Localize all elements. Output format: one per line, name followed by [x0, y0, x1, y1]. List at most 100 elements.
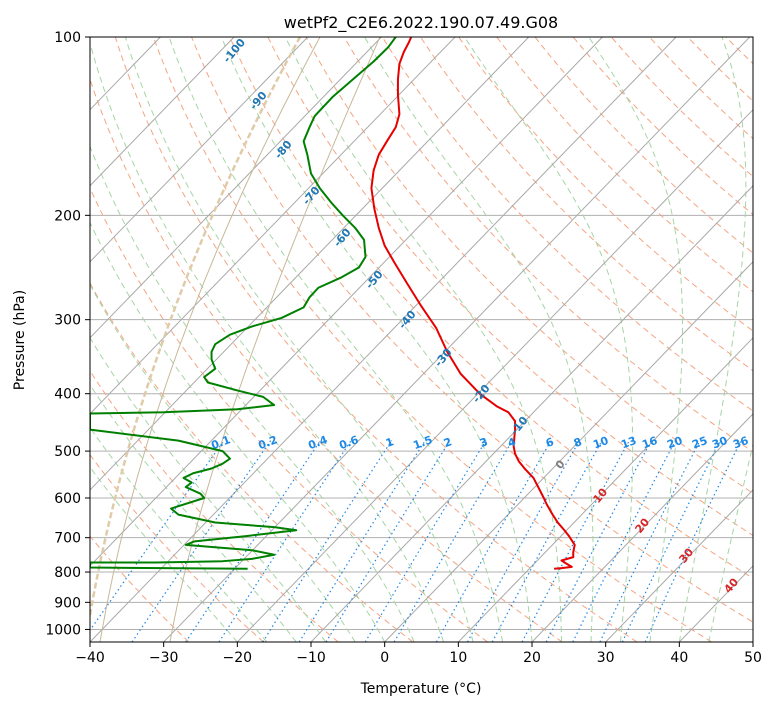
- y-tick-label: 800: [54, 565, 81, 581]
- moist-adiabat: [90, 221, 386, 642]
- y-tick-label: 300: [54, 313, 81, 329]
- x-tick-label: 0: [380, 650, 389, 666]
- dry-adiabat: [534, 37, 753, 254]
- y-tick-label: 700: [54, 531, 81, 547]
- mixing-ratio-label: 25: [690, 434, 709, 451]
- isotherm-line: [90, 37, 530, 491]
- isotherm-line: [752, 641, 753, 642]
- isotherm-line: [90, 37, 235, 187]
- isotherm-line: [90, 37, 456, 415]
- mixing-ratio-label: 2: [442, 435, 454, 450]
- moist-adiabat: [708, 442, 753, 642]
- plot-area: [90, 37, 753, 642]
- isotherm-line: [90, 37, 677, 642]
- moist-adiabat: [90, 336, 327, 642]
- mixing-ratio-label: 0.6: [337, 433, 360, 452]
- dry-adiabat: [152, 37, 712, 642]
- series-lines: [90, 37, 576, 570]
- dry-adiabat: [305, 37, 753, 494]
- y-tick-label: 100: [54, 30, 81, 46]
- reference-curve: [99, 37, 321, 642]
- x-tick-label: 50: [744, 650, 762, 666]
- isotherm-line: [384, 261, 753, 642]
- dry-adiabat: [496, 37, 753, 293]
- dry-adiabat: [381, 37, 753, 412]
- dry-adiabat: [229, 37, 753, 579]
- x-tick-label: 20: [523, 650, 541, 666]
- isotherm-line: [163, 37, 751, 642]
- plot-frame: [89, 36, 754, 643]
- dry-adiabat: [90, 282, 414, 642]
- y-tick-label: 900: [54, 595, 81, 611]
- mixing-ratio-line: [599, 440, 701, 642]
- isotherm-line: [310, 185, 753, 642]
- isotherm-line: [90, 37, 309, 263]
- moist-adiabat: [124, 37, 474, 642]
- background-lines: [90, 37, 775, 642]
- dry-adiabat: [764, 37, 775, 642]
- x-tick-label: 10: [449, 650, 467, 666]
- mixing-ratio-line: [545, 440, 652, 642]
- moist-adiabat: [464, 37, 634, 642]
- mixing-ratio-label: 8: [572, 435, 584, 450]
- moist-adiabat: [168, 37, 504, 642]
- mixing-ratio-label: 4: [506, 435, 518, 450]
- y-tick-label: 400: [54, 387, 81, 403]
- x-tick-label: −10: [296, 650, 326, 666]
- isotherm-line: [457, 337, 753, 642]
- isotherm-line: [236, 108, 753, 642]
- y-tick-label: 500: [54, 444, 81, 460]
- x-tick-label: −20: [223, 650, 253, 666]
- chart-title: wetPf2_C2E6.2022.190.07.49.G08: [284, 13, 558, 33]
- mixing-ratio-line: [262, 440, 393, 642]
- dry-adiabat: [267, 37, 753, 537]
- moist-adiabat: [90, 383, 297, 642]
- mixing-ratio-label: 36: [731, 434, 750, 452]
- mixing-ratio-label: 16: [640, 434, 659, 452]
- mixing-ratio-label: 30: [710, 434, 729, 452]
- axis-ticks: −40 −30 −20 −10 0 10 20 30 40 5010020030040050060…: [45, 30, 762, 666]
- isotherm-line: [90, 37, 382, 339]
- moist-adiabat: [284, 37, 562, 642]
- dry-adiabat: [649, 37, 753, 140]
- moist-adiabat: [90, 41, 445, 642]
- y-tick-label: 200: [54, 208, 81, 224]
- mixing-ratio-label: 6: [544, 435, 556, 450]
- x-tick-label: 40: [670, 650, 688, 666]
- mixing-ratio-label: 1.5: [411, 433, 434, 452]
- mixing-ratio-label: 13: [619, 434, 638, 451]
- moist-adiabat: [588, 37, 683, 642]
- mixing-ratio-label: 0.2: [256, 433, 279, 452]
- isotherm-line: [90, 37, 603, 567]
- isotherm-line: [531, 413, 753, 642]
- mixing-ratio-label: 1: [384, 435, 396, 450]
- mixing-ratio-label: 0.1: [209, 433, 232, 452]
- x-tick-label: −40: [75, 650, 105, 666]
- moist-adiabat: [678, 37, 747, 642]
- moist-adiabat: [90, 283, 356, 642]
- mixing-ratio-label: 0.4: [306, 433, 329, 452]
- dry-adiabat: [114, 37, 638, 642]
- dry-adiabat: [90, 453, 264, 642]
- mixing-ratio-line: [621, 440, 721, 642]
- moist-adiabat: [220, 37, 533, 642]
- dewpoint-profile-line: [90, 37, 397, 570]
- dry-adiabat: [90, 77, 563, 642]
- reference-curve: [169, 37, 381, 642]
- y-tick-label: 600: [54, 491, 81, 507]
- ice-saturation-curve: [90, 37, 302, 616]
- moist-adiabat: [364, 37, 594, 642]
- mixing-ratio-line: [90, 440, 225, 632]
- x-tick-label: 30: [597, 650, 615, 666]
- moist-adiabat: [90, 466, 238, 642]
- x-tick-label: −30: [149, 650, 179, 666]
- dry-adiabat: [191, 37, 753, 623]
- y-axis-title: Pressure (hPa): [12, 290, 28, 390]
- y-tick-label: 1000: [45, 622, 81, 638]
- mixing-ratio-line: [644, 440, 742, 642]
- x-axis-title: Temperature (°C): [360, 681, 482, 697]
- mixing-ratio-line: [521, 440, 630, 642]
- mixing-ratio-line: [298, 440, 426, 642]
- isotherm-line: [605, 489, 753, 642]
